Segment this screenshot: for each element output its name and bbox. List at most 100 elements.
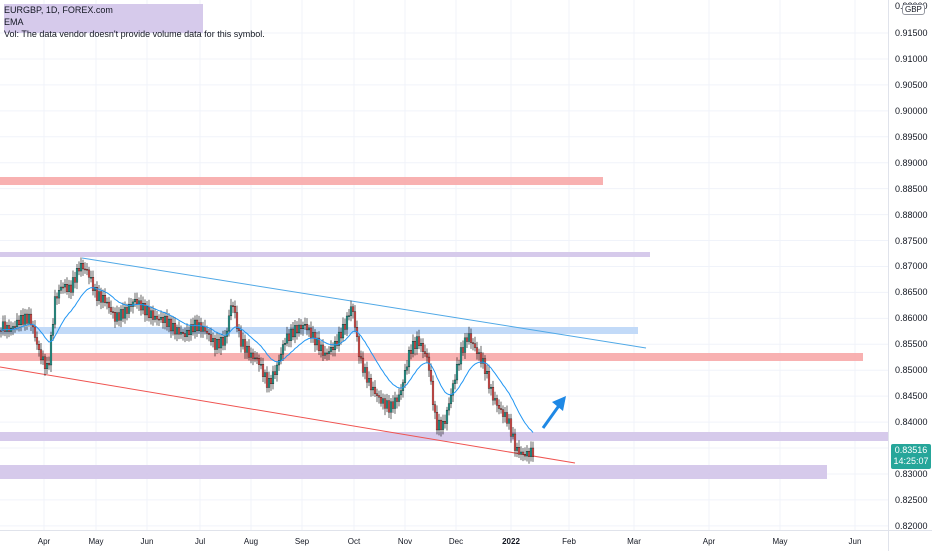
candle-body xyxy=(419,343,423,346)
candle-body xyxy=(245,345,249,353)
candle-body xyxy=(149,310,153,318)
candle-body xyxy=(139,300,143,311)
candle-body xyxy=(63,284,67,288)
candle-body xyxy=(525,451,529,457)
candle-body xyxy=(21,315,25,325)
candle-body xyxy=(247,345,251,358)
candle-body xyxy=(49,335,53,366)
price-label: 0.91000 xyxy=(895,53,928,64)
candle-body xyxy=(375,393,379,396)
candle-body xyxy=(253,357,257,360)
candle-body xyxy=(27,313,31,324)
candle-body xyxy=(399,390,403,396)
trendline-lower[interactable] xyxy=(0,366,576,464)
candle-body xyxy=(317,337,321,351)
price-label: 0.91500 xyxy=(895,28,928,38)
price-label: 0.89000 xyxy=(895,157,928,168)
scale-corner[interactable] xyxy=(888,530,932,551)
candle-body xyxy=(325,352,329,355)
candle-body xyxy=(289,328,293,341)
candle-body xyxy=(161,317,165,323)
candle-body xyxy=(509,418,513,437)
time-label: Dec xyxy=(448,537,464,546)
candle-body xyxy=(489,386,493,389)
candle-body xyxy=(185,330,189,337)
time-label: May xyxy=(88,537,104,546)
candle-body xyxy=(331,347,335,351)
candle-body xyxy=(1,321,5,331)
candle-body xyxy=(323,352,327,356)
zones-layer xyxy=(0,177,888,479)
zone-band-purple-top[interactable] xyxy=(0,252,650,257)
candle-body xyxy=(347,315,351,317)
candle-body xyxy=(233,306,237,313)
zone-band-blue[interactable] xyxy=(0,327,638,334)
candle-body xyxy=(339,331,343,339)
price-scale[interactable]: 0.92000 GBP 0.915000.910000.905000.90000… xyxy=(888,0,932,531)
candle-body xyxy=(527,451,531,457)
candle-body xyxy=(13,326,17,328)
candle-body xyxy=(383,398,387,409)
candle-body xyxy=(351,306,355,312)
candle-body xyxy=(445,409,449,424)
candle-body xyxy=(441,420,445,430)
candle-body xyxy=(303,324,307,326)
price-label: 0.90000 xyxy=(895,105,928,116)
candle-body xyxy=(111,311,115,313)
candle-body xyxy=(209,334,213,342)
candle-body xyxy=(291,328,295,338)
candle-body xyxy=(175,327,179,335)
candle-body xyxy=(61,286,65,289)
time-scale[interactable]: Apr May Jun Jul Aug Sep Oct Nov Dec 2022 Feb Mar Apr… xyxy=(0,530,888,551)
candle-body xyxy=(469,333,473,343)
price-label: 0.82000 xyxy=(895,520,928,531)
price-label: 0.82500 xyxy=(895,494,928,505)
candle-body xyxy=(165,315,169,327)
trendline-upper[interactable] xyxy=(81,257,647,349)
candle-body xyxy=(529,447,533,457)
time-label: Jun xyxy=(140,537,154,546)
ema-indicator-label[interactable]: EMA xyxy=(4,17,24,27)
candle-body xyxy=(227,315,231,332)
candle-body xyxy=(145,306,149,316)
resistance-zone-upper[interactable] xyxy=(0,177,603,185)
candle-body xyxy=(237,328,241,331)
candle-body xyxy=(431,380,435,405)
candle-body xyxy=(5,325,9,332)
symbol-line[interactable]: EURGBP, 1D, FOREX.com xyxy=(4,5,113,15)
candle-body xyxy=(59,286,63,291)
price-label: 0.83000 xyxy=(895,468,928,479)
candle-body xyxy=(243,339,247,353)
candle-body xyxy=(433,404,437,413)
candle-body xyxy=(341,324,345,339)
candle-body xyxy=(113,312,117,322)
chart-pane[interactable]: EURGBP, 1D, FOREX.com EMA Vol: The data … xyxy=(0,0,888,530)
candle-body xyxy=(523,454,527,457)
candle-body xyxy=(413,341,417,349)
support-zone-lower[interactable] xyxy=(0,465,827,479)
candle-body xyxy=(181,331,185,334)
candle-body xyxy=(241,339,245,347)
candle-body xyxy=(213,338,217,350)
currency-badge[interactable]: GBP xyxy=(902,4,925,15)
candle-body xyxy=(345,315,349,330)
candle-body xyxy=(519,451,523,455)
resistance-zone-lower[interactable] xyxy=(0,353,863,361)
candle-body xyxy=(55,296,59,299)
candle-body xyxy=(481,358,485,364)
candle-body xyxy=(43,356,47,369)
candle-body xyxy=(379,396,383,404)
arrow-up-icon[interactable] xyxy=(541,396,566,429)
candle-body xyxy=(295,325,299,334)
price-chart[interactable] xyxy=(0,0,888,530)
support-zone-upper[interactable] xyxy=(0,432,888,441)
candle-body xyxy=(25,313,29,324)
candle-body xyxy=(467,333,471,342)
trendlines-layer xyxy=(0,257,647,464)
candle-body xyxy=(121,309,125,319)
candle-body xyxy=(89,277,93,279)
ema-line xyxy=(0,287,534,433)
candle-body xyxy=(79,263,83,272)
candle-body xyxy=(297,324,301,334)
candle-body xyxy=(187,330,191,335)
